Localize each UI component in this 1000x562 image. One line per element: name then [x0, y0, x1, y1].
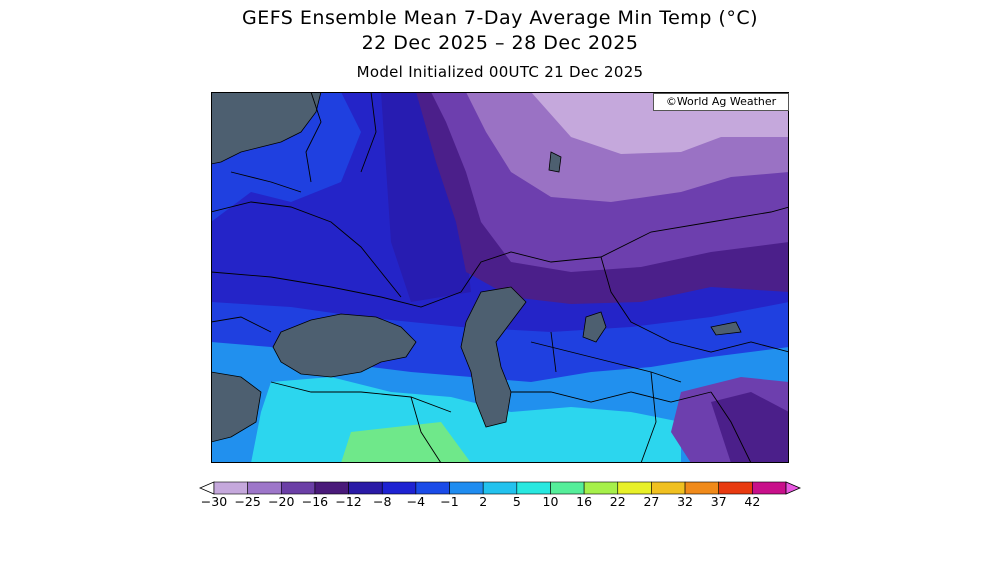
legend-swatch — [684, 481, 720, 495]
legend-tick-label: 32 — [677, 494, 693, 509]
legend-tick-label: −25 — [234, 494, 261, 509]
legend-swatch — [415, 481, 450, 495]
legend-swatch — [381, 481, 417, 495]
legend-swatch — [213, 481, 248, 495]
legend-tick-label: −16 — [301, 494, 329, 509]
legend-tick-label: 2 — [479, 494, 488, 509]
map-title: GEFS Ensemble Mean 7-Day Average Min Tem… — [241, 7, 759, 29]
legend-swatch — [280, 481, 316, 495]
legend-swatch — [718, 481, 753, 495]
black-sea — [272, 313, 417, 378]
legend-tick-label: 27 — [643, 494, 660, 509]
legend-swatch — [449, 481, 484, 495]
legend-tick-label: 37 — [710, 494, 727, 509]
legend-tick-label: 42 — [744, 494, 761, 509]
legend-tick-label: 10 — [542, 494, 559, 509]
legend-tick-label: −30 — [200, 494, 228, 509]
country-borders — [211, 92, 789, 463]
legend-swatch — [516, 481, 551, 495]
legend-tick-label: −4 — [406, 494, 426, 509]
aral-sea — [582, 311, 607, 343]
date-range: 22 Dec 2025 – 28 Dec 2025 — [361, 32, 639, 54]
zone-se-peaks — [711, 392, 789, 463]
mediterranean — [211, 371, 262, 443]
legend-swatch — [617, 481, 652, 495]
legend-tick-label: −8 — [373, 494, 392, 509]
legend-tick-label: −12 — [335, 494, 362, 509]
legend-swatch — [550, 481, 585, 495]
legend-arrow-low — [198, 481, 215, 495]
legend-swatch — [348, 481, 383, 495]
legend-tick-label: 5 — [512, 494, 521, 509]
north-lake — [548, 151, 562, 173]
color-scale — [198, 481, 802, 495]
legend-swatch — [651, 481, 686, 495]
model-init-label: Model Initialized 00UTC 21 Dec 2025 — [356, 63, 644, 81]
legend-tick-label: 22 — [609, 494, 626, 509]
legend-tick-label: −1 — [440, 494, 459, 509]
legend-swatch — [314, 481, 349, 495]
legend-swatch — [247, 481, 282, 495]
lake-balkhash — [710, 321, 742, 336]
legend-tick-label: 16 — [576, 494, 593, 509]
credit-label: ©World Ag Weather — [653, 93, 789, 111]
legend-swatch — [482, 481, 518, 495]
caspian-sea — [460, 286, 527, 428]
baltic-sea — [211, 92, 322, 165]
zone-green — [341, 422, 471, 463]
temperature-map — [211, 92, 789, 463]
legend-arrow-high — [785, 481, 802, 495]
legend-swatch — [752, 481, 787, 495]
legend-swatch — [583, 481, 619, 495]
legend-tick-label: −20 — [268, 494, 295, 509]
